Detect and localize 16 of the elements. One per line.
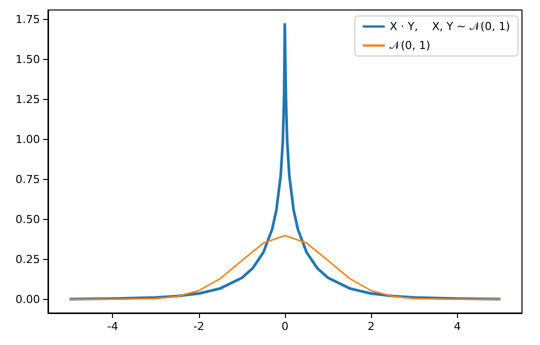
y-tick-label: 1.50 [16,53,40,66]
x-tick-label: 0 [282,320,288,333]
line-series [68,234,502,300]
x-tick-label: 2 [368,320,375,333]
y-tick-label: 0.50 [16,212,40,226]
legend-label: 𝒩(0, 1) [390,39,430,52]
y-tick-label: 1.00 [16,132,40,146]
y-tick-label: 0.25 [16,252,40,266]
x-tick-label: -4 [107,320,118,333]
y-tick-label: 1.25 [16,92,40,106]
x-tick-label: 4 [454,320,461,333]
y-tick-label: 1.75 [16,13,40,26]
legend-label: X · Y, X, Y ~ 𝒩(0, 1) [390,20,510,33]
x-tick-label: -2 [193,320,204,333]
y-tick-label: 0.75 [16,172,40,186]
y-tick-label: 0.00 [16,292,40,306]
